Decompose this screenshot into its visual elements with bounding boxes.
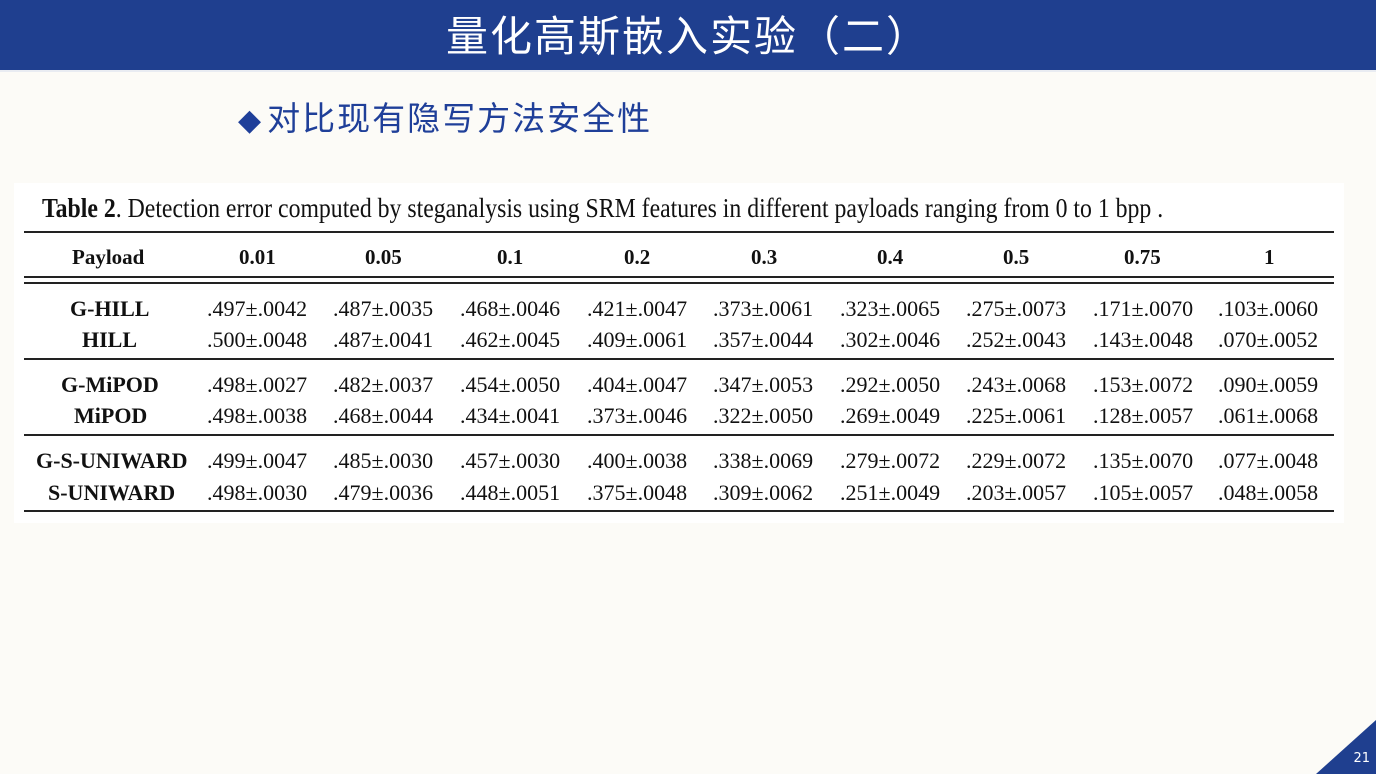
table-header-row: Payload 0.01 0.05 0.1 0.2 0.3 0.4 0.5 0.… bbox=[24, 242, 1334, 272]
table-cell: .347±.0053 bbox=[713, 372, 814, 397]
table-cell: .275±.0073 bbox=[966, 296, 1067, 321]
table-cell: .487±.0035 bbox=[333, 296, 434, 321]
column-header: 0.1 bbox=[497, 245, 524, 269]
table-cell: .457±.0030 bbox=[460, 448, 561, 473]
column-header: 0.01 bbox=[239, 245, 276, 269]
title-bar bbox=[0, 0, 1376, 72]
table-cell: .482±.0037 bbox=[333, 372, 434, 397]
column-header: 0.75 bbox=[1124, 245, 1161, 269]
table-cell: .251±.0049 bbox=[840, 480, 941, 505]
method-name: MiPOD bbox=[74, 403, 148, 428]
table-row: MiPOD .498±.0038 .468±.0044 .434±.0041 .… bbox=[24, 401, 1334, 431]
table-cell: .434±.0041 bbox=[460, 403, 561, 428]
table-cell: .497±.0042 bbox=[207, 296, 308, 321]
table-cell: .143±.0048 bbox=[1093, 327, 1194, 352]
table-cell: .203±.0057 bbox=[966, 480, 1067, 505]
method-name: G-MiPOD bbox=[61, 372, 159, 397]
column-header: 0.3 bbox=[751, 245, 778, 269]
method-name: HILL bbox=[82, 327, 138, 352]
column-header: 0.2 bbox=[624, 245, 651, 269]
table-cell: .485±.0030 bbox=[333, 448, 434, 473]
table-cell: .171±.0070 bbox=[1093, 296, 1194, 321]
header-rule-2 bbox=[24, 282, 1334, 284]
group-rule-1 bbox=[24, 358, 1334, 360]
table-row: G-MiPOD .498±.0027 .482±.0037 .454±.0050… bbox=[24, 370, 1334, 400]
column-header: 1 bbox=[1264, 245, 1275, 269]
table-cell: .103±.0060 bbox=[1218, 296, 1319, 321]
table-cell: .498±.0038 bbox=[207, 403, 308, 428]
table-cell: .373±.0046 bbox=[587, 403, 688, 428]
table-cell: .323±.0065 bbox=[840, 296, 941, 321]
table-cell: .468±.0046 bbox=[460, 296, 561, 321]
table-cell: .468±.0044 bbox=[333, 403, 434, 428]
method-name: S-UNIWARD bbox=[48, 480, 176, 505]
table-cell: .373±.0061 bbox=[713, 296, 814, 321]
column-header: 0.05 bbox=[365, 245, 402, 269]
column-header: Payload bbox=[72, 245, 145, 269]
caption-label: Table 2 bbox=[42, 193, 116, 223]
table-cell: .448±.0051 bbox=[460, 480, 561, 505]
table-cell: .269±.0049 bbox=[840, 403, 941, 428]
table-row: S-UNIWARD .498±.0030 .479±.0036 .448±.00… bbox=[24, 478, 1334, 508]
subtitle-text: 对比现有隐写方法安全性 bbox=[267, 99, 653, 138]
page-number: 21 bbox=[1353, 751, 1370, 766]
column-header: 0.5 bbox=[1003, 245, 1030, 269]
table-cell: .421±.0047 bbox=[587, 296, 688, 321]
table-cell: .135±.0070 bbox=[1093, 448, 1194, 473]
table-bottom-rule bbox=[24, 510, 1334, 512]
table-cell: .292±.0050 bbox=[840, 372, 941, 397]
caption-text: . Detection error computed by steganalys… bbox=[115, 193, 1164, 223]
table-cell: .225±.0061 bbox=[966, 403, 1067, 428]
table-cell: .462±.0045 bbox=[460, 327, 561, 352]
table-cell: .338±.0069 bbox=[713, 448, 814, 473]
table-row: HILL .500±.0048 .487±.0041 .462±.0045 .4… bbox=[24, 325, 1334, 355]
page-corner-decoration bbox=[1316, 720, 1376, 774]
table-cell: .498±.0027 bbox=[207, 372, 308, 397]
table-top-rule bbox=[24, 231, 1334, 233]
table-cell: .128±.0057 bbox=[1093, 403, 1194, 428]
table-cell: .400±.0038 bbox=[587, 448, 688, 473]
table-cell: .070±.0052 bbox=[1218, 327, 1319, 352]
slide-subtitle: ◆ 对比现有隐写方法安全性 bbox=[238, 95, 652, 143]
table-cell: .302±.0046 bbox=[840, 327, 941, 352]
method-name: G-HILL bbox=[70, 296, 150, 321]
slide-title: 量化高斯嵌入实验（二） bbox=[445, 12, 930, 61]
table-cell: .243±.0068 bbox=[966, 372, 1067, 397]
table-cell: .048±.0058 bbox=[1218, 480, 1319, 505]
table-cell: .500±.0048 bbox=[207, 327, 308, 352]
table-cell: .454±.0050 bbox=[460, 372, 561, 397]
table-cell: .357±.0044 bbox=[713, 327, 814, 352]
table-cell: .090±.0059 bbox=[1218, 372, 1319, 397]
table-row: G-HILL .497±.0042 .487±.0035 .468±.0046 … bbox=[24, 294, 1334, 324]
table-row: G-S-UNIWARD .499±.0047 .485±.0030 .457±.… bbox=[24, 446, 1334, 476]
header-rule-1 bbox=[24, 276, 1334, 278]
table-cell: .479±.0036 bbox=[333, 480, 434, 505]
table-cell: .229±.0072 bbox=[966, 448, 1067, 473]
table-cell: .153±.0072 bbox=[1093, 372, 1194, 397]
table-cell: .499±.0047 bbox=[207, 448, 308, 473]
table-cell: .309±.0062 bbox=[713, 480, 814, 505]
table-cell: .322±.0050 bbox=[713, 403, 814, 428]
table-cell: .077±.0048 bbox=[1218, 448, 1319, 473]
column-header: 0.4 bbox=[877, 245, 904, 269]
table-cell: .279±.0072 bbox=[840, 448, 941, 473]
table-cell: .252±.0043 bbox=[966, 327, 1067, 352]
table-cell: .404±.0047 bbox=[587, 372, 688, 397]
table-panel bbox=[14, 183, 1344, 523]
table-cell: .409±.0061 bbox=[587, 327, 688, 352]
table-cell: .061±.0068 bbox=[1218, 403, 1319, 428]
table-caption: Table 2. Detection error computed by ste… bbox=[42, 193, 1177, 224]
table-cell: .105±.0057 bbox=[1093, 480, 1194, 505]
group-rule-2 bbox=[24, 434, 1334, 436]
table-cell: .498±.0030 bbox=[207, 480, 308, 505]
table-cell: .487±.0041 bbox=[333, 327, 434, 352]
table-cell: .375±.0048 bbox=[587, 480, 688, 505]
diamond-bullet-icon: ◆ bbox=[238, 103, 264, 138]
method-name: G-S-UNIWARD bbox=[36, 448, 188, 473]
